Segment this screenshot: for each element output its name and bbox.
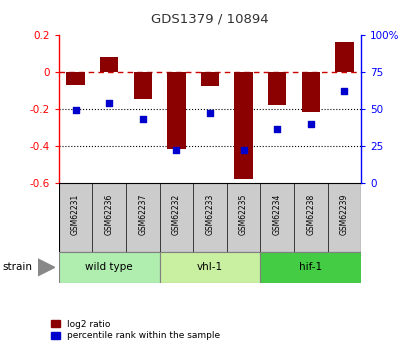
Bar <box>100 57 118 72</box>
Legend: log2 ratio, percentile rank within the sample: log2 ratio, percentile rank within the s… <box>51 320 220 341</box>
Point <box>274 127 281 132</box>
Text: wild type: wild type <box>85 263 133 272</box>
Bar <box>335 42 354 72</box>
Point <box>240 147 247 153</box>
Text: GSM62237: GSM62237 <box>138 193 147 235</box>
Polygon shape <box>38 259 55 276</box>
Bar <box>167 72 186 149</box>
Bar <box>302 72 320 112</box>
Text: GSM62234: GSM62234 <box>273 193 282 235</box>
Text: vhl-1: vhl-1 <box>197 263 223 272</box>
Text: hif-1: hif-1 <box>299 263 323 272</box>
Bar <box>59 252 160 283</box>
Text: GSM62232: GSM62232 <box>172 193 181 235</box>
Point <box>307 121 314 126</box>
Bar <box>66 72 85 85</box>
Point <box>139 116 146 122</box>
Text: GSM62233: GSM62233 <box>205 193 215 235</box>
Text: GSM62239: GSM62239 <box>340 193 349 235</box>
Text: GSM62231: GSM62231 <box>71 193 80 235</box>
Text: GSM62238: GSM62238 <box>306 193 315 235</box>
Bar <box>201 72 219 87</box>
Bar <box>234 72 253 179</box>
Point <box>173 147 180 153</box>
Point <box>341 88 348 93</box>
Text: GSM62236: GSM62236 <box>105 193 114 235</box>
Point <box>72 107 79 113</box>
Text: strain: strain <box>2 263 32 272</box>
Point <box>207 110 213 116</box>
Point <box>106 100 113 106</box>
Bar <box>268 72 286 105</box>
Text: GSM62235: GSM62235 <box>239 193 248 235</box>
Bar <box>260 252 361 283</box>
Bar <box>160 252 260 283</box>
Bar <box>134 72 152 99</box>
Text: GDS1379 / 10894: GDS1379 / 10894 <box>151 12 269 25</box>
